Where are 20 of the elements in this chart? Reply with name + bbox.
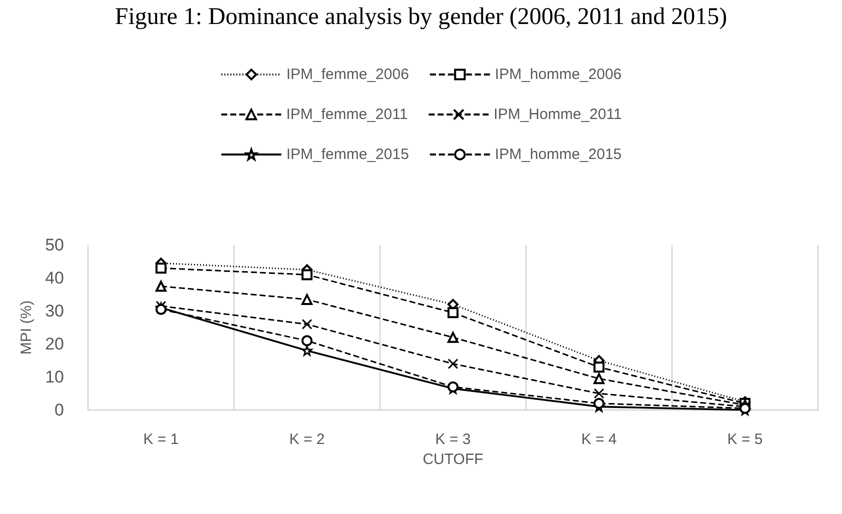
- legend-label: IPM_homme_2015: [494, 146, 622, 163]
- x-tick-label: K = 3: [435, 431, 471, 448]
- y-tick-label: 30: [45, 302, 64, 320]
- x-tick-label: K = 4: [581, 431, 617, 448]
- x-tick-label: K = 2: [289, 431, 325, 448]
- y-tick-label: 40: [45, 268, 64, 288]
- legend-label: IPM_Homme_2011: [494, 106, 622, 123]
- y-tick-label: 50: [45, 236, 64, 254]
- chart-title: Figure 1: Dominance analysis by gender (2006, 2011 and 2015): [114, 4, 728, 30]
- legend-label: IPM_homme_2006: [494, 66, 622, 83]
- y-tick-label: 20: [45, 334, 64, 354]
- y-tick-label: 10: [45, 368, 64, 386]
- legend-label: IPM_femme_2015: [286, 146, 409, 163]
- legend-label: IPM_femme_2006: [286, 66, 409, 83]
- y-tick-label: 0: [54, 400, 64, 420]
- legend-label: IPM_femme_2011: [286, 106, 408, 123]
- x-tick-label: K = 1: [143, 431, 179, 448]
- x-axis-title: CUTOFF: [422, 451, 484, 468]
- y-axis-title: MPI (%): [18, 300, 36, 355]
- x-tick-label: K = 5: [727, 431, 763, 448]
